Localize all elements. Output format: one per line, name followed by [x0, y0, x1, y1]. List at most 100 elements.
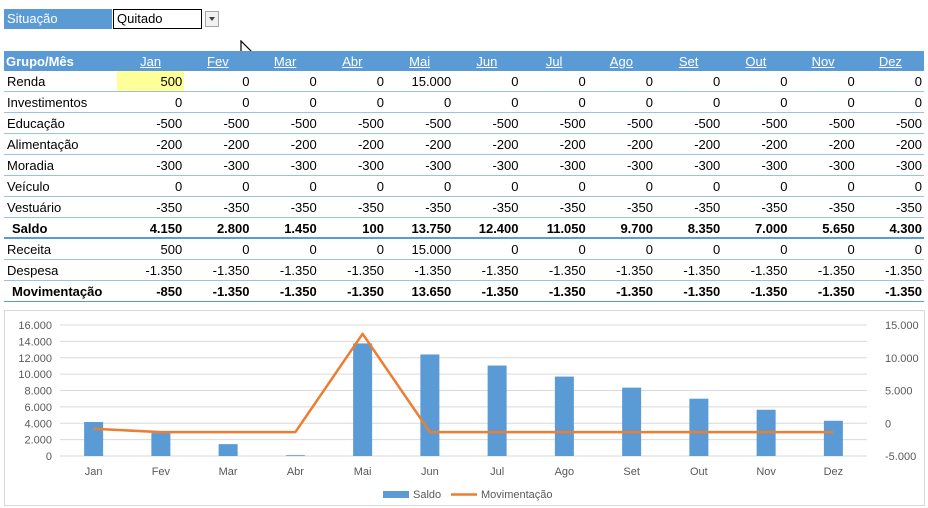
table-cell[interactable]: 0 — [251, 71, 319, 92]
table-cell[interactable]: 0 — [386, 91, 454, 113]
table-cell[interactable]: -500 — [789, 112, 857, 134]
table-cell[interactable]: 0 — [722, 175, 790, 197]
table-cell[interactable]: -1.350 — [453, 280, 521, 302]
table-cell[interactable]: 1.450 — [251, 217, 319, 239]
table-cell[interactable]: 0 — [789, 175, 857, 197]
table-cell[interactable]: -1.350 — [184, 259, 252, 281]
table-cell[interactable]: 0 — [789, 71, 857, 92]
table-cell[interactable]: -200 — [520, 133, 588, 155]
table-cell[interactable]: 0 — [655, 175, 723, 197]
table-cell[interactable]: 7.000 — [722, 217, 790, 239]
table-cell[interactable]: 0 — [789, 91, 857, 113]
table-cell[interactable]: -500 — [856, 112, 924, 134]
table-cell[interactable]: 15.000 — [386, 71, 454, 92]
table-cell[interactable]: -200 — [453, 133, 521, 155]
table-cell[interactable]: -1.350 — [722, 259, 790, 281]
table-cell[interactable]: 0 — [587, 71, 655, 92]
table-cell[interactable]: 0 — [520, 91, 588, 113]
table-cell[interactable]: -200 — [184, 133, 252, 155]
table-cell[interactable]: -1.350 — [789, 259, 857, 281]
table-cell[interactable]: 0 — [251, 91, 319, 113]
table-cell[interactable]: 0 — [856, 71, 924, 92]
table-cell[interactable]: -1.350 — [722, 280, 790, 302]
table-cell[interactable]: 5.650 — [789, 217, 857, 239]
table-cell[interactable]: -1.350 — [655, 280, 723, 302]
table-cell[interactable]: -1.350 — [587, 259, 655, 281]
table-cell[interactable]: 13.650 — [386, 280, 454, 302]
table-cell[interactable]: -500 — [587, 112, 655, 134]
table-cell[interactable]: -1.350 — [856, 280, 924, 302]
table-cell[interactable]: -500 — [251, 112, 319, 134]
table-cell[interactable]: 0 — [386, 175, 454, 197]
table-cell[interactable]: -300 — [587, 154, 655, 176]
filter-select[interactable]: Quitado — [113, 9, 202, 29]
table-cell[interactable]: 0 — [117, 175, 185, 197]
table-cell[interactable]: 2.800 — [184, 217, 252, 239]
table-cell[interactable]: -500 — [655, 112, 723, 134]
table-cell[interactable]: -350 — [386, 196, 454, 218]
table-cell[interactable]: -1.350 — [789, 280, 857, 302]
table-cell[interactable]: 0 — [655, 238, 723, 260]
table-cell[interactable]: -300 — [251, 154, 319, 176]
table-cell[interactable]: 0 — [587, 91, 655, 113]
table-cell[interactable]: 0 — [722, 71, 790, 92]
table-cell[interactable]: -350 — [117, 196, 185, 218]
table-cell[interactable]: 0 — [251, 238, 319, 260]
table-cell[interactable]: -1.350 — [318, 259, 386, 281]
table-cell[interactable]: -1.350 — [520, 259, 588, 281]
table-cell[interactable]: -1.350 — [453, 259, 521, 281]
table-cell[interactable]: 4.300 — [856, 217, 924, 239]
table-cell[interactable]: -350 — [251, 196, 319, 218]
table-cell[interactable]: 0 — [318, 71, 386, 92]
table-cell[interactable]: 0 — [655, 91, 723, 113]
table-cell[interactable]: 0 — [587, 238, 655, 260]
table-cell[interactable]: 0 — [318, 175, 386, 197]
table-cell[interactable]: 0 — [453, 175, 521, 197]
table-cell[interactable]: 0 — [184, 91, 252, 113]
table-cell[interactable]: -200 — [318, 133, 386, 155]
table-cell[interactable]: 0 — [587, 175, 655, 197]
table-cell[interactable]: -300 — [117, 154, 185, 176]
table-cell[interactable]: -500 — [520, 112, 588, 134]
table-cell[interactable]: 11.050 — [520, 217, 588, 239]
table-cell[interactable]: -850 — [117, 280, 185, 302]
table-cell[interactable]: -200 — [655, 133, 723, 155]
table-cell[interactable]: 0 — [453, 71, 521, 92]
table-cell[interactable]: -500 — [453, 112, 521, 134]
table-cell[interactable]: -1.350 — [251, 280, 319, 302]
table-cell[interactable]: -300 — [184, 154, 252, 176]
table-cell[interactable]: -300 — [722, 154, 790, 176]
table-cell[interactable]: -350 — [184, 196, 252, 218]
table-cell[interactable]: 500 — [117, 238, 185, 260]
table-cell[interactable]: -350 — [722, 196, 790, 218]
table-cell[interactable]: -300 — [318, 154, 386, 176]
table-cell[interactable]: 0 — [184, 238, 252, 260]
table-cell[interactable]: -1.350 — [318, 280, 386, 302]
table-cell[interactable]: 100 — [318, 217, 386, 239]
table-cell[interactable]: -200 — [587, 133, 655, 155]
table-cell[interactable]: -350 — [318, 196, 386, 218]
table-cell[interactable]: 0 — [520, 175, 588, 197]
table-cell[interactable]: -1.350 — [386, 259, 454, 281]
table-cell[interactable]: 15.000 — [386, 238, 454, 260]
table-cell[interactable]: -350 — [655, 196, 723, 218]
table-cell[interactable]: -300 — [520, 154, 588, 176]
table-cell[interactable]: 9.700 — [587, 217, 655, 239]
table-cell[interactable]: -500 — [117, 112, 185, 134]
table-cell[interactable]: -200 — [117, 133, 185, 155]
table-cell[interactable]: 4.150 — [117, 217, 185, 239]
table-cell[interactable]: 8.350 — [655, 217, 723, 239]
table-cell[interactable]: 0 — [184, 71, 252, 92]
table-cell[interactable]: -300 — [386, 154, 454, 176]
table-cell[interactable]: 0 — [722, 238, 790, 260]
table-cell[interactable]: 12.400 — [453, 217, 521, 239]
table-cell[interactable]: -350 — [520, 196, 588, 218]
table-cell[interactable]: -1.350 — [117, 259, 185, 281]
table-cell[interactable]: 0 — [117, 91, 185, 113]
table-cell[interactable]: -200 — [386, 133, 454, 155]
table-cell[interactable]: -350 — [587, 196, 655, 218]
table-cell[interactable]: 0 — [318, 238, 386, 260]
table-cell[interactable]: 13.750 — [386, 217, 454, 239]
table-cell[interactable]: -1.350 — [251, 259, 319, 281]
table-cell[interactable]: -350 — [856, 196, 924, 218]
